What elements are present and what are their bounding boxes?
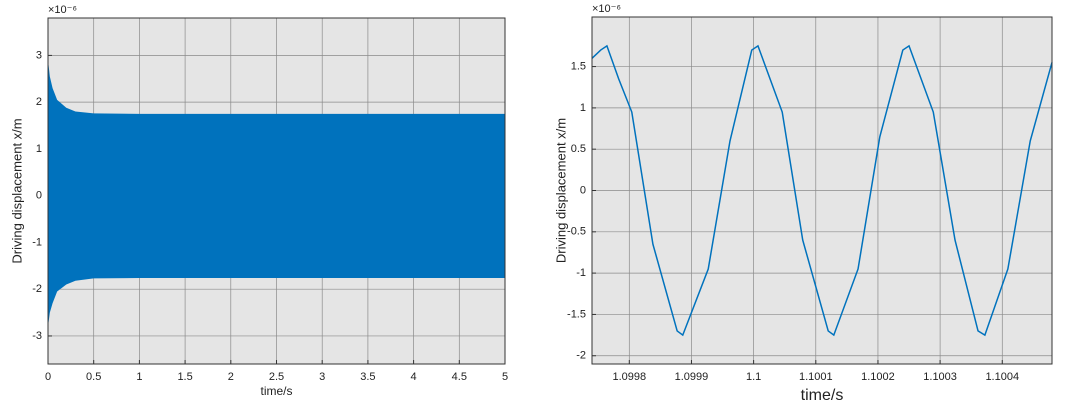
y-tick-label: 2 xyxy=(36,96,42,108)
line xyxy=(591,44,1053,337)
y-tick-label: -1 xyxy=(576,267,586,279)
y-tick-label: 3 xyxy=(36,49,42,61)
y-axis-label: Driving displacement x/m xyxy=(553,118,568,263)
x-tick-label: 1.5 xyxy=(177,371,192,383)
x-tick-label: 3.5 xyxy=(360,371,375,383)
y-tick-label: -3 xyxy=(32,330,42,342)
x-tick-label: 1.0998 xyxy=(612,371,646,383)
x-tick-label: 1.0999 xyxy=(675,371,709,383)
y-tick-label: 1 xyxy=(36,143,42,155)
chart: 0 0.5 1 1.5 2 2.5 3 3.5 4 4.5 5 -3 -2 -1 0 1 2 3 ×10⁻⁶ time… xyxy=(9,4,508,398)
chart: 1.0998 1.0999 1.1 1.1001 1.1002 1.1003 1.1004 -… xyxy=(553,3,1053,404)
x-axis-label: time/s xyxy=(260,384,292,398)
x-tick-label: 4.5 xyxy=(452,371,467,383)
y-tick-label: -0.5 xyxy=(567,226,586,238)
y-tick-label: -2 xyxy=(576,350,586,362)
x-tick-label: 1.1004 xyxy=(985,371,1019,383)
y-tick-label: 0.5 xyxy=(571,143,586,155)
x-axis-label: time/s xyxy=(801,387,844,404)
plot-frame xyxy=(591,16,1053,365)
envelope-area xyxy=(48,60,505,327)
x-tick-label: 2.5 xyxy=(269,371,284,383)
x-tick-label: 2 xyxy=(228,371,234,383)
y-multiplier: ×10⁻⁶ xyxy=(48,4,77,16)
y-tick-label: 1.5 xyxy=(571,60,586,72)
y-tick-label: -1.5 xyxy=(567,308,586,320)
x-tick-label: 4 xyxy=(411,371,417,383)
x-tick-label: 1.1003 xyxy=(923,371,957,383)
x-tick-label: 1.1 xyxy=(746,371,761,383)
y-tick-label: -1 xyxy=(32,236,42,248)
x-tick-label: 0 xyxy=(45,371,51,383)
x-tick-label: 3 xyxy=(319,371,325,383)
x-tick-label: 1.1002 xyxy=(861,371,895,383)
plot-frame xyxy=(47,17,506,365)
y-tick-label: 1 xyxy=(580,102,586,114)
x-tick-label: 1.1001 xyxy=(799,371,833,383)
y-axis-label: Driving displacement x/m xyxy=(9,118,24,263)
y-tick-label: 0 xyxy=(580,184,586,196)
x-tick-label: 5 xyxy=(502,371,508,383)
y-tick-label: 0 xyxy=(36,190,42,202)
x-tick-label: 0.5 xyxy=(86,371,101,383)
y-multiplier: ×10⁻⁶ xyxy=(592,3,621,15)
x-tick-label: 1 xyxy=(136,371,142,383)
y-tick-label: -2 xyxy=(32,283,42,295)
